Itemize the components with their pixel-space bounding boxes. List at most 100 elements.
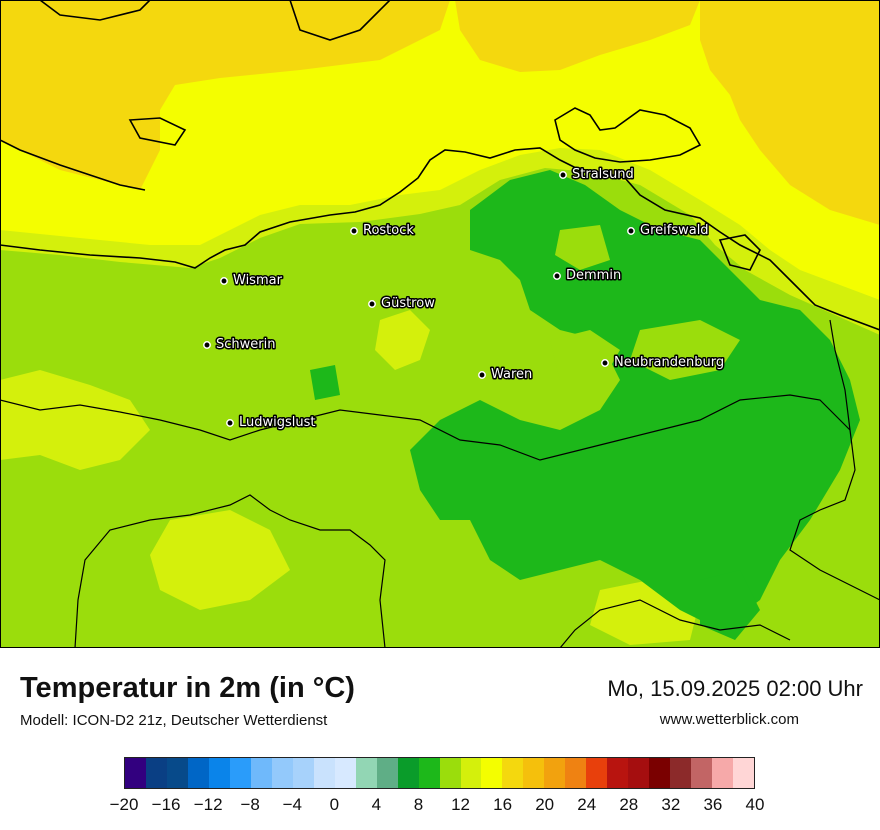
legend-swatch [250,758,272,788]
legend-tick-label: −12 [193,795,223,814]
land-green-island3 [555,225,610,270]
borders [0,319,880,649]
legend-swatch [397,758,419,788]
city-neubrandenburg: Neubrandenburg [601,354,726,372]
legend-tick-label: 28 [619,795,639,814]
city-demmin: Demmin [553,267,623,285]
legend-swatch [229,758,251,788]
legend-swatch [712,758,734,788]
city-label: Greifswald [640,223,709,238]
legend-swatch [733,758,755,788]
legend-swatch [607,758,629,788]
city-ludwigslust: Ludwigslust [226,414,317,432]
city-wismar: Wismar [220,272,284,290]
legend-tick-label: 32 [661,795,681,814]
legend-tick-label: 36 [703,795,723,814]
city-marker [350,227,358,235]
city-label: Neubrandenburg [614,355,724,370]
temperature-map: Stralsund Rostock Greifswald Wismar Demmin Gü… [0,0,880,649]
legend-swatch [586,758,608,788]
city-marker [203,341,211,349]
legend-tick-label: −16 [151,795,181,814]
legend-tick-label: −4 [282,795,302,814]
legend-swatch [125,758,146,788]
city-gstrow: Güstrow [368,295,437,313]
land-green-island2 [630,320,740,380]
land-green-island1 [550,330,620,385]
coastline [0,0,880,331]
map-title: Temperatur in 2m (in °C) [20,672,355,704]
land-darkgreen-blob1 [310,365,340,400]
land-darkgreen-east [410,170,860,630]
cities-layer: Stralsund Rostock Greifswald Wismar Demmin Gü… [203,166,726,432]
land-lightgreen-sw [0,370,150,470]
sea-warm-west [0,0,450,190]
legend-swatch [208,758,230,788]
legend-swatch [649,758,671,788]
legend-swatch [145,758,167,788]
land-lightgreen-s [150,510,290,610]
city-marker [478,371,486,379]
city-label: Ludwigslust [239,415,316,430]
forecast-datetime: Mo, 15.09.2025 02:00 Uhr [607,676,863,701]
legend-swatch [439,758,461,788]
city-schwerin: Schwerin [203,336,277,354]
city-marker [601,359,609,367]
legend-ticks: −20 −16 −12 −8 −4 0 4 8 12 16 20 24 28 32 36 40 [0,795,880,817]
city-label: Güstrow [381,296,435,311]
legend-swatch [544,758,566,788]
legend-swatch [334,758,356,788]
city-marker [226,419,234,427]
city-label: Wismar [233,273,283,288]
city-marker [627,227,635,235]
legend-tick-label: 24 [577,795,597,814]
legend-tick-label: 40 [745,795,765,814]
legend-tick-label: −20 [109,795,139,814]
footer: Temperatur in 2m (in °C) Modell: ICON-D2… [0,648,880,830]
legend-tick-label: 0 [329,795,340,814]
legend-swatch [313,758,335,788]
land-darkgreen-blob2 [700,570,760,640]
city-label: Rostock [363,223,414,238]
legend-tick-label: 20 [535,795,555,814]
legend-swatch [502,758,524,788]
city-marker [559,171,567,179]
city-marker [220,277,228,285]
city-label: Demmin [566,268,621,283]
legend-swatch [166,758,188,788]
legend-tick-label: 12 [451,795,470,814]
city-label: Waren [491,367,532,382]
legend-tick-label: 8 [413,795,424,814]
legend-swatch [565,758,587,788]
legend-swatch [628,758,650,788]
legend-swatch [670,758,692,788]
sea-warm-east [700,0,880,225]
legend-swatch [187,758,209,788]
legend-swatch [460,758,482,788]
city-rostock: Rostock [350,222,416,240]
city-marker [368,300,376,308]
website-link[interactable]: www.wetterblick.com [659,711,799,728]
legend-swatch [355,758,377,788]
city-waren: Waren [478,366,534,384]
city-label: Stralsund [572,167,634,182]
model-subtitle: Modell: ICON-D2 21z, Deutscher Wetterdie… [20,712,328,729]
land-lightgreen-center [375,310,430,370]
legend-tick-label: 4 [371,795,382,814]
legend-swatch [691,758,713,788]
legend-swatch [292,758,314,788]
legend-swatch [523,758,545,788]
color-legend [124,757,755,789]
legend-swatch [481,758,503,788]
land-lightgreen-north [0,148,880,335]
legend-tick-label: 16 [493,795,513,814]
legend-swatch [376,758,398,788]
sea-warm-mid [455,0,700,72]
legend-tick-label: −8 [240,795,260,814]
legend-swatch [418,758,440,788]
legend-swatch [271,758,293,788]
city-greifswald: Greifswald [627,222,710,240]
city-marker [553,272,561,280]
city-stralsund: Stralsund [559,166,635,184]
city-label: Schwerin [216,337,275,352]
